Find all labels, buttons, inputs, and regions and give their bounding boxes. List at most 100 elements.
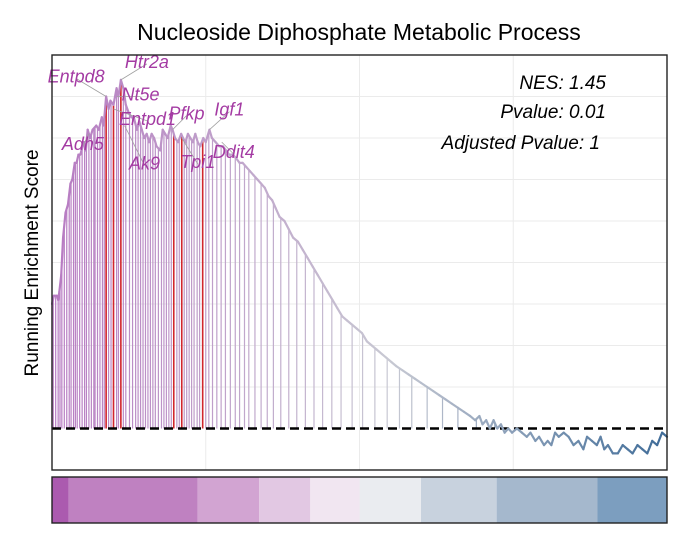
curve-segment [432,390,441,397]
curve-segment [263,186,270,198]
plot-border [51,54,668,471]
gene-label-leader [124,125,145,166]
colorbar-segment [421,477,497,523]
colorbar-segment [310,477,360,523]
curve-segment [413,377,423,384]
curve-segment [656,431,664,447]
curve-segment [199,136,205,148]
curve-segment [66,182,72,206]
y-axis-label: Running Enrichment Score [22,149,43,376]
curve-segment [311,265,319,277]
curve-segment [274,207,281,218]
enrichment-curve [50,78,669,455]
curve-segment [75,153,80,164]
colorbar-segment [68,477,198,523]
curve-segment [360,331,368,343]
curve-segment [61,211,67,239]
gene-label-leader [221,141,235,155]
colorbar-border [51,476,668,524]
curve-segment [462,410,472,418]
curve-segment [336,307,344,318]
curve-segment [492,419,499,430]
curve-segment [331,298,339,310]
gridlines [52,55,667,470]
curve-segment [301,248,309,260]
curve-segment [57,290,61,301]
curve-segment [117,78,122,98]
curve-segment [426,385,435,393]
gene-label-leader [209,111,230,130]
colorbar-segment [259,477,311,523]
gene-label-leader [120,63,148,81]
gene-label: Igf1 [214,100,244,120]
curve-segment [395,365,404,372]
nes-text: NES: 1.45 [519,73,606,94]
gene-label: Entpd1 [119,109,176,129]
curve-segment [208,128,213,140]
curve-segment [456,406,466,413]
curve-segment [326,290,334,301]
curve-segment [646,439,654,455]
curve-segment [316,273,324,285]
curve-segment [287,228,295,239]
colorbar-segment [496,477,598,523]
curve-segment [283,219,290,231]
curve-segment [138,120,143,131]
ranked-list-colorbar [52,477,667,523]
curve-segment [582,435,589,451]
curve-segment [537,435,546,447]
gene-label: Pfkp [169,104,205,124]
curve-segment [271,199,277,210]
curve-segment [119,78,125,90]
gene-label: Nt5e [122,85,160,105]
curve-segment [599,435,606,451]
curve-segment [631,444,639,455]
curve-segment [577,439,585,451]
curve-segment [485,419,491,430]
curve-segment [89,128,94,140]
curve-segment [60,236,65,277]
gene-labels: Entpd8 Htr2a Nt5e Adh5 Entpd1 Ak9 Pfkp Igf1 Tpi1… [48,52,255,174]
gene-label-leader [82,133,90,147]
curve-segment [450,402,459,409]
curve-segment [84,128,89,152]
curve-segment [419,381,429,389]
curve-segment [71,161,76,181]
curve-segment [478,414,484,426]
curve-segment [159,128,164,152]
curve-segment [660,431,669,438]
curve-segment [58,273,63,293]
colorbar-segment [52,477,69,523]
curve-segment [102,95,108,127]
curve-segment [306,257,314,268]
curve-segment [112,87,118,106]
curve-segment [204,128,211,144]
gene-label-leader [75,78,107,97]
curve-segment [64,203,70,214]
curve-segment [152,136,158,148]
curve-segment [194,132,199,144]
gene-label: Ddit4 [213,142,255,162]
stats-box: NES: 1.45 Pvalue: 0.01 Adjusted Pvalue: … [441,73,607,154]
curve-segment [124,103,130,115]
curve-segment [488,419,495,430]
gene-label: Htr2a [125,52,169,72]
gene-label: Tpi1 [180,152,215,172]
adjusted-pvalue-text: Adjusted Pvalue: 1 [441,133,600,154]
curve-segment [616,444,624,455]
curve-segment [444,398,453,405]
gene-label-leader [172,115,187,130]
colorbar-segment [197,477,260,523]
curve-segment [401,369,410,376]
curve-segment [529,431,537,443]
colorbar-segment [359,477,421,523]
chart-title: Nucleoside Diphosphate Metabolic Process [137,19,581,45]
curve-segment [438,394,447,401]
curve-segment [166,124,172,140]
gene-label: Ak9 [128,154,160,174]
curve-segment [321,282,329,293]
plot-area: Entpd8 Htr2a Nt5e Adh5 Entpd1 Ak9 Pfkp Igf1 Tpi1… [48,52,669,471]
gene-label: Adh5 [61,134,105,154]
gene-hits [51,79,496,429]
